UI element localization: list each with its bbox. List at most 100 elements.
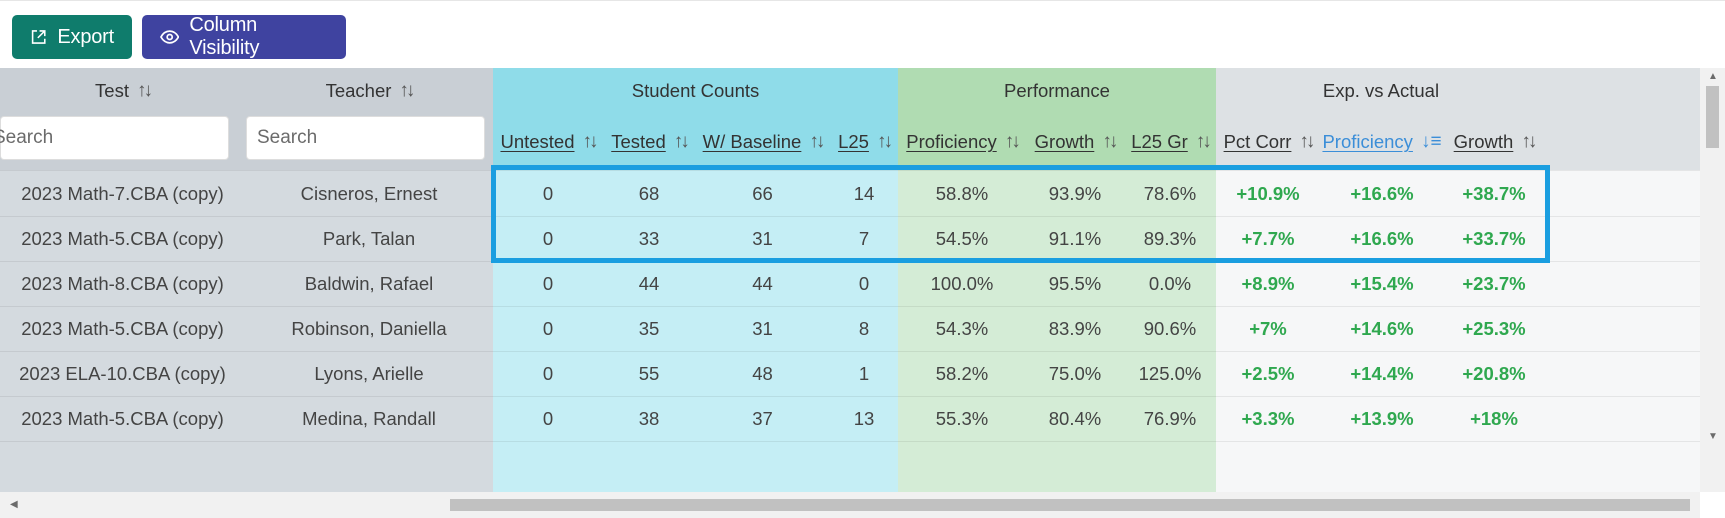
column-header-test[interactable]: Test ↑↓ xyxy=(0,68,245,114)
table-row[interactable]: 2023 Math-8.CBA (copy) Baldwin, Rafael 0 44… xyxy=(0,261,1700,306)
cell-pct-corr: +2.5% xyxy=(1241,362,1295,384)
cell-l25: 13 xyxy=(853,407,875,429)
cell-exp-proficiency: +16.6% xyxy=(1350,227,1414,249)
cell-proficiency: 54.5% xyxy=(935,227,989,249)
column-header-tested[interactable]: Tested ↑↓ xyxy=(603,114,695,170)
cell-test: 2023 Math-8.CBA (copy) xyxy=(21,272,224,294)
table-row[interactable]: 2023 Math-5.CBA (copy) Medina, Randall 0 38… xyxy=(0,396,1700,441)
export-icon xyxy=(31,30,46,44)
vertical-scroll-thumb[interactable] xyxy=(1706,86,1719,148)
column-header-exp-growth[interactable]: Growth ↑↓ xyxy=(1444,114,1544,170)
test-search-input[interactable] xyxy=(0,117,220,159)
cell-l25-gr: 0.0% xyxy=(1148,272,1192,294)
column-visibility-button[interactable]: Column Visibility xyxy=(142,14,346,59)
cell-l25: 7 xyxy=(858,227,870,249)
vertical-scrollbar[interactable]: ▲ ▼ xyxy=(1700,68,1725,492)
cell-l25: 14 xyxy=(853,182,875,204)
sort-icon[interactable]: ↑↓ xyxy=(673,131,690,152)
teacher-search-input[interactable] xyxy=(257,117,484,159)
cell-exp-proficiency: +14.6% xyxy=(1350,317,1414,339)
cell-exp-growth: +33.7% xyxy=(1462,227,1526,249)
cell-l25-gr: 125.0% xyxy=(1138,362,1202,384)
scroll-left-icon[interactable]: ◀ xyxy=(10,499,18,510)
column-header-growth[interactable]: Growth ↑↓ xyxy=(1026,114,1124,170)
row-divider xyxy=(0,306,1700,307)
cell-pct-corr: +8.9% xyxy=(1241,272,1295,294)
column-header-label[interactable]: Proficiency xyxy=(1322,131,1413,152)
cell-exp-growth: +23.7% xyxy=(1462,272,1526,294)
table-row[interactable]: 2023 Math-5.CBA (copy) Park, Talan 0 33 31 7 5… xyxy=(0,216,1700,261)
cell-l25-gr: 78.6% xyxy=(1143,182,1197,204)
sort-icon[interactable]: ↑↓ xyxy=(876,131,893,152)
cell-l25: 1 xyxy=(858,362,870,384)
sort-icon[interactable]: ↑↓ xyxy=(399,80,415,101)
horizontal-scrollbar[interactable]: ◀ xyxy=(0,492,1700,518)
sort-icon[interactable]: ↑↓ xyxy=(1004,131,1021,152)
cell-w-baseline: 44 xyxy=(752,272,773,294)
header-bg-l25_gr xyxy=(1124,68,1216,170)
cell-exp-proficiency: +16.6% xyxy=(1350,182,1414,204)
table-row[interactable]: 2023 Math-7.CBA (copy) Cisneros, Ernest 0 6… xyxy=(0,171,1700,216)
column-header-label: Test xyxy=(95,80,129,101)
column-header-label[interactable]: Tested xyxy=(611,131,666,152)
cell-w-baseline: 31 xyxy=(752,227,773,249)
cell-teacher: Park, Talan xyxy=(322,227,416,249)
column-header-label[interactable]: Growth xyxy=(1453,131,1514,152)
table-row[interactable]: 2023 ELA-10.CBA (copy) Lyons, Arielle 0 55 4… xyxy=(0,351,1700,396)
cell-proficiency: 58.2% xyxy=(935,362,989,384)
scroll-up-icon[interactable]: ▲ xyxy=(1708,71,1718,82)
cell-pct-corr: +10.9% xyxy=(1236,182,1300,204)
teacher-search-field[interactable] xyxy=(246,116,485,160)
column-header-w-baseline[interactable]: W/ Baseline ↑↓ xyxy=(695,114,830,170)
column-header-label[interactable]: Pct Corr xyxy=(1223,131,1292,152)
cell-exp-proficiency: +14.4% xyxy=(1350,362,1414,384)
cell-proficiency: 54.3% xyxy=(935,317,989,339)
column-header-proficiency[interactable]: Proficiency ↑↓ xyxy=(898,114,1026,170)
cell-tested: 55 xyxy=(638,362,660,384)
sort-icon[interactable]: ↑↓ xyxy=(1521,131,1537,152)
cell-exp-growth: +18% xyxy=(1470,407,1518,429)
sort-icon[interactable]: ↑↓ xyxy=(582,131,599,152)
column-header-l25[interactable]: L25 ↑↓ xyxy=(830,114,898,170)
column-header-label: Teacher xyxy=(325,80,392,101)
column-header-teacher[interactable]: Teacher ↑↓ xyxy=(245,68,493,114)
cell-test: 2023 Math-7.CBA (copy) xyxy=(21,182,224,204)
cell-tested: 38 xyxy=(638,407,660,429)
column-header-l25-gr[interactable]: L25 Gr ↑↓ xyxy=(1124,114,1216,170)
toolbar: Export Column Visibility xyxy=(0,0,1725,69)
header-bg-l25 xyxy=(830,68,898,170)
header-bg-growth xyxy=(1026,68,1124,170)
sort-icon[interactable]: ↑↓ xyxy=(1102,131,1118,152)
header-bg-untested xyxy=(493,68,603,170)
column-header-label[interactable]: Growth xyxy=(1034,131,1095,152)
cell-exp-proficiency: +13.9% xyxy=(1350,407,1414,429)
sort-icon[interactable]: ↑↓ xyxy=(809,131,825,152)
column-header-label[interactable]: W/ Baseline xyxy=(702,131,802,152)
sort-icon[interactable]: ↑↓ xyxy=(1299,131,1315,152)
sort-desc-icon[interactable]: ↓≡ xyxy=(1420,131,1442,152)
cell-l25: 8 xyxy=(858,317,870,339)
cell-l25: 0 xyxy=(858,272,870,294)
cell-proficiency: 55.3% xyxy=(935,407,989,429)
cell-pct-corr: +7% xyxy=(1249,317,1287,339)
column-header-pct-corr[interactable]: Pct Corr ↑↓ xyxy=(1216,114,1320,170)
export-button[interactable]: Export xyxy=(12,15,132,59)
column-header-label[interactable]: Proficiency xyxy=(906,131,997,152)
row-divider xyxy=(0,441,1700,442)
column-header-label[interactable]: L25 xyxy=(838,131,869,152)
test-search-field[interactable] xyxy=(0,116,229,160)
cell-pct-corr: +7.7% xyxy=(1241,227,1295,249)
sort-icon[interactable]: ↑↓ xyxy=(1195,131,1212,152)
column-header-label[interactable]: Untested xyxy=(500,131,575,152)
column-header-untested[interactable]: Untested ↑↓ xyxy=(493,114,603,170)
header-bg-exp_growth xyxy=(1444,68,1700,170)
column-header-exp-proficiency[interactable]: Proficiency ↓≡ xyxy=(1320,114,1444,170)
sort-icon[interactable]: ↑↓ xyxy=(136,80,153,101)
table-row[interactable]: 2023 Math-5.CBA (copy) Robinson, Daniella… xyxy=(0,306,1700,351)
cell-exp-proficiency: +15.4% xyxy=(1350,272,1414,294)
row-divider xyxy=(0,351,1700,352)
horizontal-scroll-thumb[interactable] xyxy=(450,499,1690,511)
scroll-down-icon[interactable]: ▼ xyxy=(1708,431,1718,442)
cell-test: 2023 Math-5.CBA (copy) xyxy=(21,317,224,339)
column-header-label[interactable]: L25 Gr xyxy=(1131,131,1188,152)
